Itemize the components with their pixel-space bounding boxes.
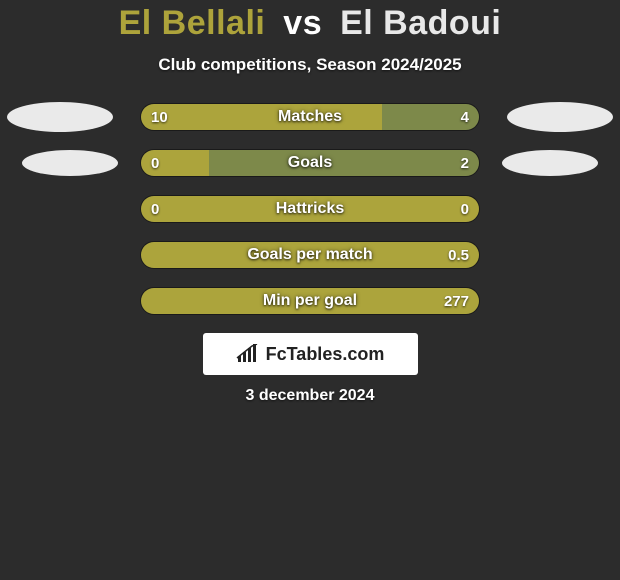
player-avatar-right: [502, 150, 598, 176]
title-player1: El Bellali: [119, 4, 266, 42]
player-avatar-left: [7, 102, 113, 132]
stat-bar: Matches104: [140, 103, 480, 131]
stat-bar-left-segment: [141, 196, 479, 222]
stat-value-right: 0.5: [448, 242, 469, 268]
player-avatar-left: [22, 150, 118, 176]
stat-row: Goals02: [0, 149, 620, 177]
stat-bar-left-segment: [141, 242, 479, 268]
site-logo-text: FcTables.com: [266, 344, 385, 365]
player-avatar-right: [507, 102, 613, 132]
bar-chart-icon: [236, 344, 260, 364]
title-vs: vs: [283, 4, 322, 42]
site-logo: FcTables.com: [203, 333, 418, 375]
stat-value-left: 0: [151, 150, 159, 176]
stat-bar: Goals02: [140, 149, 480, 177]
stat-bar: Min per goal277: [140, 287, 480, 315]
stat-bar: Goals per match0.5: [140, 241, 480, 269]
comparison-rows: Matches104Goals02Hattricks00Goals per ma…: [0, 103, 620, 315]
stat-value-right: 2: [461, 150, 469, 176]
title-player2: El Badoui: [340, 4, 501, 42]
comparison-infographic: El Bellali vs El Badoui Club competition…: [0, 0, 620, 580]
stat-row: Min per goal277: [0, 287, 620, 315]
stat-value-right: 4: [461, 104, 469, 130]
stat-row: Matches104: [0, 103, 620, 131]
stat-row: Goals per match0.5: [0, 241, 620, 269]
stat-value-right: 277: [444, 288, 469, 314]
stat-value-left: 0: [151, 196, 159, 222]
stat-value-right: 0: [461, 196, 469, 222]
stat-bar: Hattricks00: [140, 195, 480, 223]
date-label: 3 december 2024: [0, 387, 620, 405]
stat-bar-left-segment: [141, 104, 382, 130]
stat-bar-right-segment: [209, 150, 479, 176]
stat-bar-left-segment: [141, 288, 479, 314]
page-title: El Bellali vs El Badoui: [0, 4, 620, 43]
stat-value-left: 10: [151, 104, 168, 130]
stat-row: Hattricks00: [0, 195, 620, 223]
subtitle: Club competitions, Season 2024/2025: [0, 55, 620, 75]
